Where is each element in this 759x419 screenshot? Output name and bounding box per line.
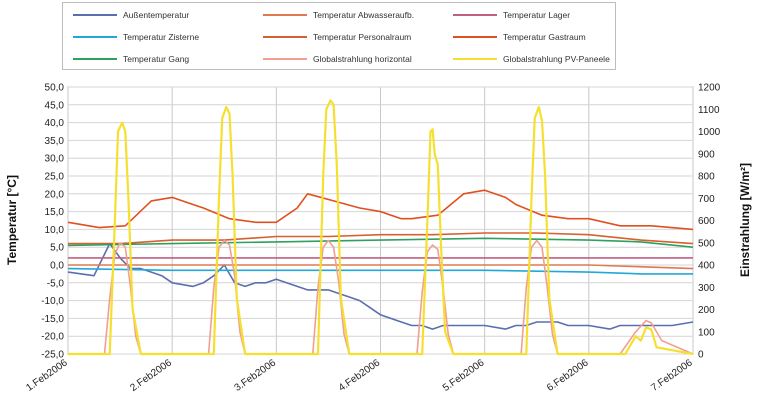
y-axis-title-right: Einstrahlung [W/m²]	[738, 163, 752, 277]
y-tick-label-left: -10,0	[41, 296, 64, 307]
y-tick-label-left: -15,0	[41, 314, 64, 325]
y-tick-label-left: 10,0	[45, 225, 65, 236]
y-tick-label-left: 15,0	[45, 207, 65, 218]
legend-item: Temperatur Zisterne	[73, 29, 199, 45]
gridlines	[67, 86, 694, 355]
y-tick-label-left: -5,0	[47, 278, 65, 289]
legend-label: Außentemperatur	[123, 10, 190, 20]
series-line-9	[68, 99, 694, 356]
legend-label: Temperatur Gang	[123, 54, 190, 64]
x-tick-label: 1.Feb2006	[24, 357, 70, 394]
legend-item: Globalstrahlung horizontal	[263, 51, 412, 67]
x-tick-label: 4.Feb2006	[337, 357, 383, 394]
legend-swatch	[263, 36, 307, 38]
legend-swatch	[263, 58, 307, 60]
legend-item: Temperatur Personalraum	[263, 29, 411, 45]
y-tick-label-right: 500	[698, 238, 715, 249]
y-tick-label-right: 1100	[698, 105, 720, 116]
legend-label: Temperatur Personalraum	[313, 32, 412, 42]
y-tick-label-right: 200	[698, 305, 715, 316]
y-tick-label-right: 400	[698, 261, 715, 272]
series-line-5	[68, 232, 694, 245]
legend-label: Temperatur Abwasseraufb.	[313, 10, 415, 20]
y-tick-label-left: 20,0	[45, 189, 65, 200]
legend-item: Temperatur Gastraum	[453, 29, 586, 45]
y-tick-label-left: 0,0	[50, 261, 64, 272]
y-tick-label-left: 45,0	[45, 100, 65, 111]
y-tick-label-left: -25,0	[41, 350, 64, 361]
legend-swatch	[263, 14, 307, 16]
series-line-1	[67, 242, 694, 330]
legend-item: Temperatur Lager	[453, 7, 570, 23]
y-tick-label-left: 35,0	[45, 136, 65, 147]
series-line-7	[67, 237, 694, 248]
x-tick-label: 3.Feb2006	[233, 357, 279, 394]
y-tick-label-right: 900	[698, 149, 715, 160]
y-tick-label-left: 5,0	[50, 243, 64, 254]
x-tick-label: 5.Feb2006	[441, 357, 487, 394]
legend-label: Globalstrahlung PV-Paneele	[503, 54, 610, 64]
legend-label: Globalstrahlung horizontal	[313, 54, 412, 64]
y-tick-label-left: 40,0	[45, 118, 65, 129]
legend-swatch	[453, 58, 497, 60]
y-tick-label-left: 50,0	[45, 83, 65, 94]
y-tick-label-right: 800	[698, 172, 715, 183]
legend-swatch	[453, 36, 497, 38]
y-tick-label-left: -20,0	[41, 332, 64, 343]
legend-item: Außentemperatur	[73, 7, 189, 23]
x-tick-label: 2.Feb2006	[128, 357, 174, 394]
x-tick-label: 6.Feb2006	[545, 357, 591, 394]
y-tick-label-right: 600	[698, 216, 715, 227]
y-tick-label-right: 1000	[698, 127, 721, 138]
legend-label: Temperatur Zisterne	[123, 32, 200, 42]
legend-label: Temperatur Lager	[503, 10, 571, 20]
legend-swatch	[73, 58, 117, 60]
y-axis-title-left: Temperatur [°C]	[5, 175, 19, 265]
series-line-2	[68, 264, 694, 270]
legend-item: Globalstrahlung PV-Paneele	[453, 51, 610, 67]
legend-swatch	[453, 14, 497, 16]
legend-swatch	[73, 14, 117, 16]
legend: Außentemperatur Temperatur Abwasseraufb. T…	[62, 2, 616, 70]
y-tick-label-left: 25,0	[45, 172, 65, 183]
y-tick-label-right: 700	[698, 194, 715, 205]
series-layer	[67, 99, 694, 356]
y-tick-label-right: 1200	[698, 83, 721, 94]
x-tick-label: 7.Feb2006	[649, 357, 695, 394]
legend-item: Temperatur Abwasseraufb.	[263, 7, 414, 23]
legend-swatch	[73, 36, 117, 38]
legend-item: Temperatur Gang	[73, 51, 189, 67]
y-tick-label-right: 100	[698, 327, 715, 338]
series-line-4	[67, 267, 693, 275]
y-tick-label-left: 30,0	[45, 154, 65, 165]
y-tick-label-right: 300	[698, 283, 715, 294]
y-tick-label-right: 0	[698, 350, 704, 361]
series-line-6	[67, 189, 694, 231]
legend-label: Temperatur Gastraum	[503, 32, 586, 42]
